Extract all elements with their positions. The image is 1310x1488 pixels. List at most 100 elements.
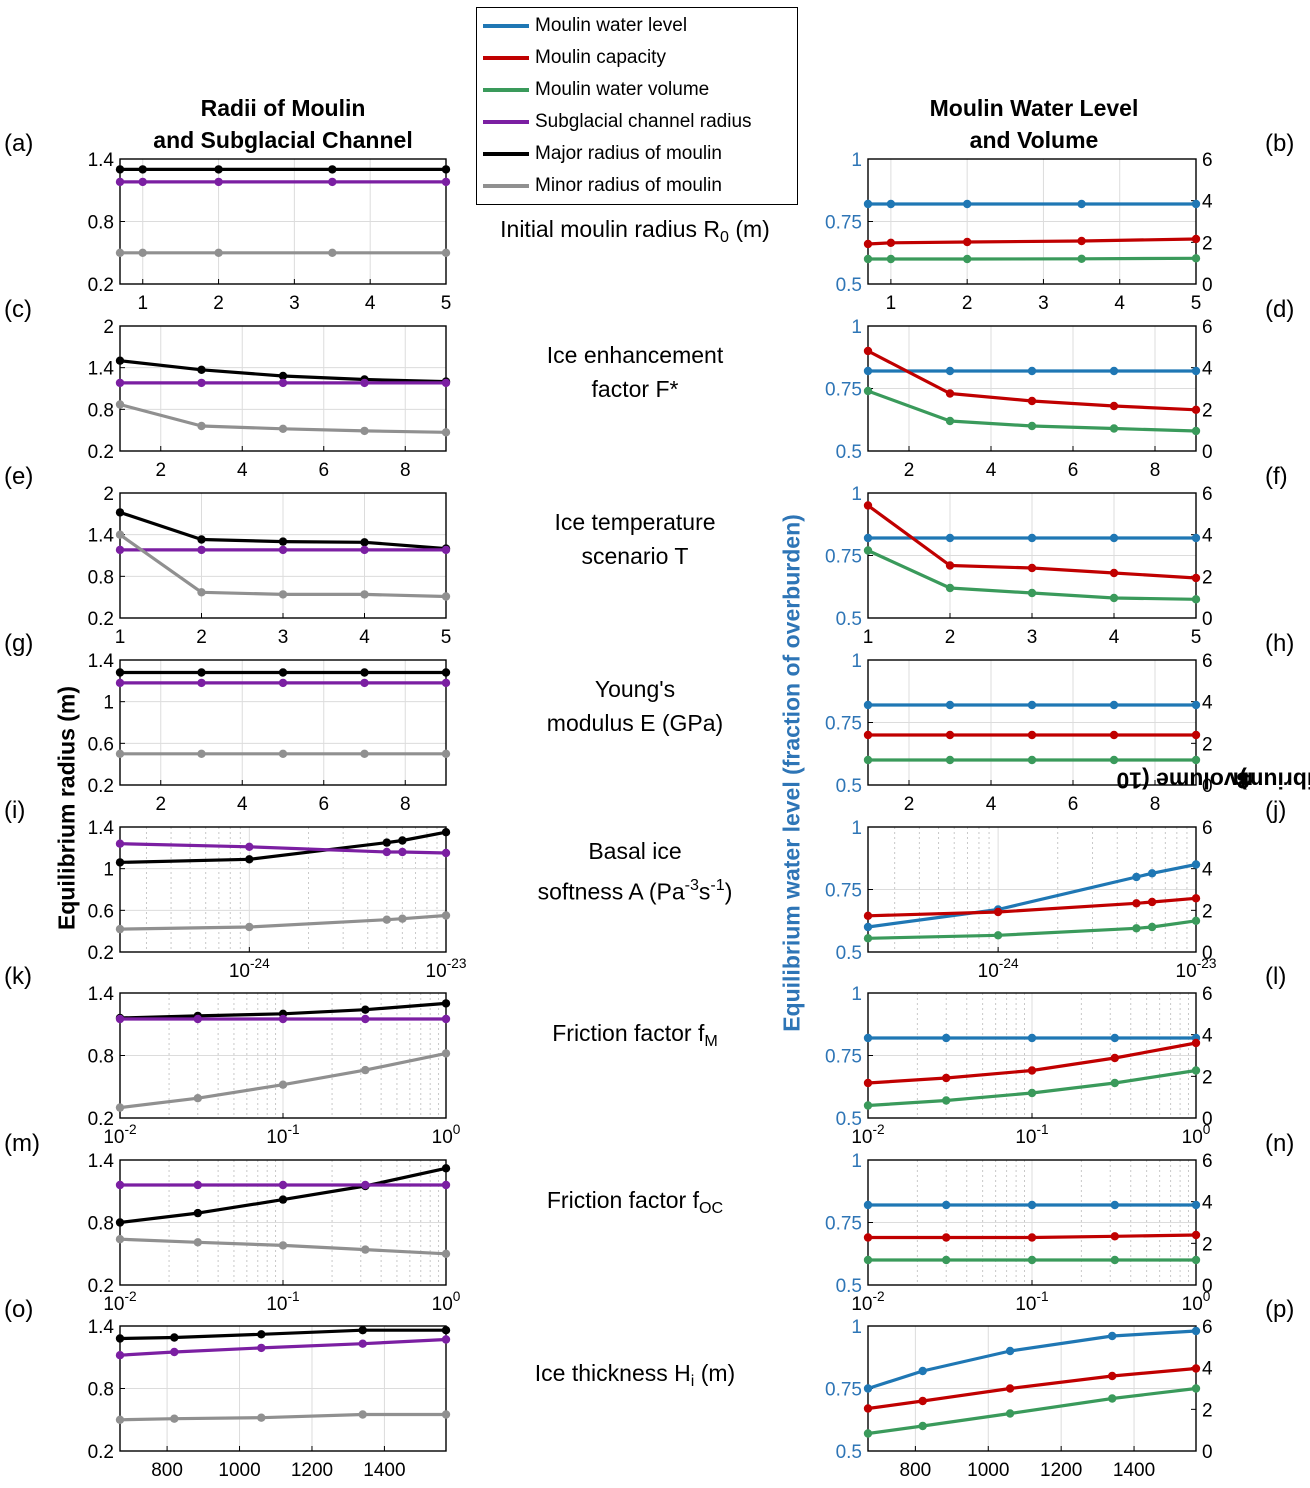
y2-tick-label: 2	[1202, 233, 1213, 254]
row-label-r0: Initial moulin radius R0 (m)	[460, 212, 810, 254]
y-tick-label: 1.4	[88, 1151, 115, 1172]
x-tick-label: 2	[155, 460, 166, 481]
data-point-capacity	[1191, 1038, 1201, 1048]
y-tick-label: 1.4	[88, 359, 115, 380]
x-tick-label: 5	[1191, 627, 1202, 648]
data-point-capacity	[942, 1073, 951, 1083]
data-point-major-radius	[197, 668, 206, 677]
data-point-major-radius	[360, 668, 369, 677]
data-point-capacity	[1027, 1233, 1037, 1242]
data-point-minor-radius	[361, 1245, 370, 1254]
x-tick-label: 4	[986, 794, 997, 815]
row-label-a-sup1: -3	[684, 876, 699, 894]
y-tick-label: 1	[851, 1317, 862, 1338]
data-point-water-level	[863, 1200, 873, 1210]
x-tick-label: 1	[863, 627, 874, 648]
data-point-major-radius	[278, 668, 288, 677]
data-point-minor-radius	[441, 248, 451, 257]
axes-box	[119, 325, 447, 452]
legend-item-minor: Minor radius of moulin	[483, 171, 722, 201]
data-point-volume	[1110, 1078, 1120, 1088]
y2-tick-label: 4	[1202, 526, 1213, 547]
y2-tick-label: 4	[1202, 693, 1213, 714]
data-point-channel-radius	[278, 545, 288, 555]
data-point-minor-radius	[193, 1238, 202, 1247]
y2-tick-label: 2	[1202, 1234, 1213, 1255]
y-tick-label: 0.5	[836, 609, 862, 630]
y-tick-label: 2	[103, 317, 114, 338]
data-point-major-radius	[398, 836, 407, 845]
y2-tick-label: 2	[1202, 400, 1213, 421]
row-label-a-sup2: -1	[710, 876, 725, 894]
x-tick-label: 6	[318, 460, 329, 481]
y-tick-label: 1	[103, 693, 114, 714]
data-point-channel-radius	[115, 545, 125, 555]
panel-letter-c: (c)	[4, 296, 32, 323]
y2-tick-label: 6	[1202, 484, 1213, 505]
data-point-capacity	[863, 501, 873, 510]
panel-letter-h: (h)	[1265, 630, 1295, 657]
data-point-channel-radius	[257, 1343, 266, 1353]
left-column-header: Radii of Moulin and Subglacial Channel	[120, 92, 446, 156]
legend-item-water-level: Moulin water level	[483, 11, 687, 41]
legend-label: Major radius of moulin	[535, 143, 722, 164]
data-point-water-level	[1147, 869, 1157, 878]
data-point-major-radius	[441, 1326, 451, 1335]
data-point-volume	[963, 254, 972, 264]
axes-box	[119, 826, 447, 953]
panel-left-1: 1 2 3 4 5 0.2 0.8 1.4	[88, 150, 452, 314]
data-point-minor-radius	[115, 400, 125, 409]
data-point-volume	[1191, 1384, 1201, 1393]
data-point-channel-radius	[278, 1014, 288, 1024]
y-tick-label: 0.5	[836, 943, 862, 964]
data-point-minor-radius	[361, 1065, 370, 1075]
data-point-minor-radius	[398, 914, 407, 923]
data-point-channel-radius	[361, 1014, 370, 1024]
data-point-volume	[1027, 421, 1037, 431]
row-label-hi-tail: (m)	[694, 1360, 736, 1386]
data-point-channel-radius	[115, 1351, 125, 1360]
data-point-water-level	[863, 366, 873, 376]
panel-left-4: 2 4 6 8 0.2 0.6 1 1.4	[88, 651, 451, 815]
x-tick-label: 10-1	[1015, 1289, 1048, 1315]
data-point-minor-radius	[115, 924, 125, 934]
right-y-close: )	[1239, 767, 1247, 794]
data-point-major-radius	[441, 828, 451, 837]
data-point-minor-radius	[115, 530, 125, 539]
panel-right-2: 2 4 6 8 0.5 0.75 1 0 2 4 6	[825, 317, 1213, 481]
y2-tick-label: 6	[1202, 984, 1213, 1005]
x-tick-label: 1	[115, 627, 126, 648]
y2-tick-label: 2	[1202, 901, 1213, 922]
y2-tick-label: 2	[1202, 567, 1213, 588]
y-tick-label: 0.75	[825, 881, 862, 902]
x-tick-label-exponent: -2	[872, 1122, 884, 1137]
data-point-major-radius	[441, 668, 451, 677]
data-point-channel-radius	[245, 842, 254, 851]
data-point-channel-radius	[441, 678, 451, 688]
data-point-volume	[945, 755, 955, 765]
y2-tick-label: 0	[1202, 609, 1213, 630]
data-point-channel-radius	[278, 1180, 288, 1190]
y2-tick-label: 4	[1202, 1026, 1213, 1047]
x-tick-label: 5	[1191, 293, 1202, 314]
data-point-volume	[1191, 1255, 1201, 1265]
data-point-minor-radius	[214, 248, 223, 257]
y-tick-label: 0.2	[88, 275, 114, 296]
data-point-volume	[1191, 916, 1201, 925]
x-tick-label: 8	[400, 460, 411, 481]
x-tick-label: 10-24	[229, 956, 270, 982]
panel-letter-m: (m)	[4, 1130, 40, 1157]
x-tick-label: 3	[278, 627, 289, 648]
panel-right-8: 800 1000 1200 1400 0.5 0.75 1 0 2 4 6	[825, 1317, 1213, 1481]
data-point-volume	[1147, 922, 1157, 932]
y2-tick-label: 6	[1202, 150, 1213, 171]
y2-tick-label: 0	[1202, 1276, 1213, 1297]
x-tick-label: 8	[400, 794, 411, 815]
data-point-major-radius	[441, 999, 451, 1008]
data-point-capacity	[863, 1404, 873, 1413]
x-tick-label: 10-1	[266, 1122, 299, 1148]
x-tick-label: 3	[289, 293, 300, 314]
x-tick-label: 5	[441, 627, 452, 648]
